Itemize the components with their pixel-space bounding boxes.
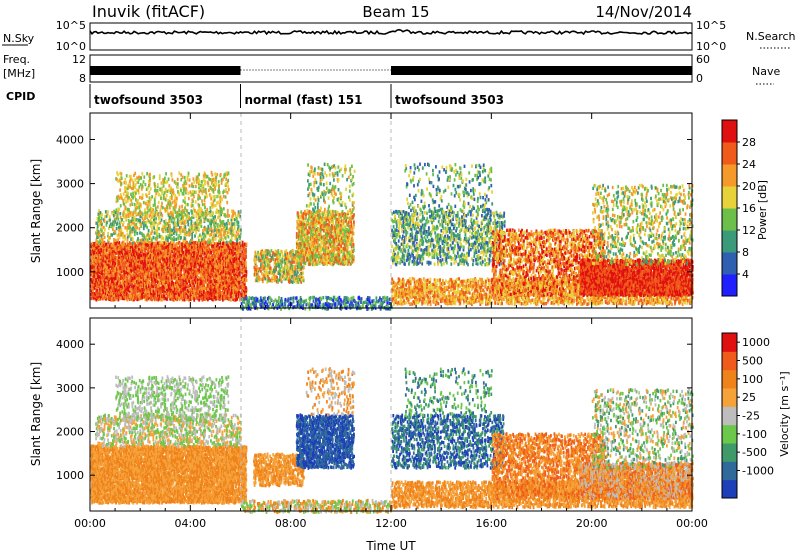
nsearch-label: N.Search xyxy=(746,30,796,43)
station-title: Inuvik (fitACF) xyxy=(92,2,205,21)
freq-band xyxy=(90,66,241,75)
freq-bars xyxy=(90,66,692,75)
heatmap-cell xyxy=(134,287,136,290)
heatmap-cell xyxy=(127,277,129,280)
nsearch-tick-top: 10^5 xyxy=(696,19,726,32)
heatmap-cell xyxy=(118,298,120,301)
beam-title: Beam 15 xyxy=(362,3,429,21)
freq-label-top: Freq. xyxy=(3,53,30,66)
cpid-label: CPID xyxy=(6,90,35,103)
nsky-frame xyxy=(90,23,692,50)
freq-band xyxy=(391,66,692,75)
nsearch-tick-bottom: 10^0 xyxy=(696,40,726,53)
cpid-segment-label: twofsound 3503 xyxy=(395,93,504,107)
heatmap-cell xyxy=(120,282,122,285)
nsky-tick-top: 10^5 xyxy=(56,19,86,32)
freq-tick-top: 12 xyxy=(72,53,86,66)
nsky-trace xyxy=(90,30,692,34)
figure: Inuvik (fitACF) Beam 15 14/Nov/2014 N.Sk… xyxy=(0,0,800,554)
freq-label-bottom: [MHz] xyxy=(3,67,35,80)
cpid-segment-label: twofsound 3503 xyxy=(94,93,203,107)
heatmap-cell xyxy=(111,244,113,247)
freq-tick-bottom: 8 xyxy=(79,72,86,85)
heatmap-cell xyxy=(118,274,120,277)
heatmap-cell xyxy=(128,250,130,253)
nave-tick-top: 60 xyxy=(696,53,710,66)
nave-tick-bottom: 0 xyxy=(696,72,703,85)
nsky-label: N.Sky xyxy=(3,32,35,45)
power-cells xyxy=(90,163,694,311)
freq-panel: Freq. [MHz] 12 8 60 0 Nave xyxy=(3,53,780,85)
heatmap-cell xyxy=(116,256,118,259)
nave-label: Nave xyxy=(752,65,780,78)
date-title: 14/Nov/2014 xyxy=(595,3,692,21)
heatmap-cell xyxy=(132,277,134,280)
heatmap-cell xyxy=(100,293,102,296)
cpid-segment-label: normal (fast) 151 xyxy=(245,93,363,107)
nsky-tick-bottom: 10^0 xyxy=(56,40,86,53)
cpid-row: CPID twofsound 3503 normal (fast) 151 twof… xyxy=(6,84,504,108)
nsky-panel: N.Sky 10^5 10^0 10^5 10^0 N.Search xyxy=(2,19,796,53)
